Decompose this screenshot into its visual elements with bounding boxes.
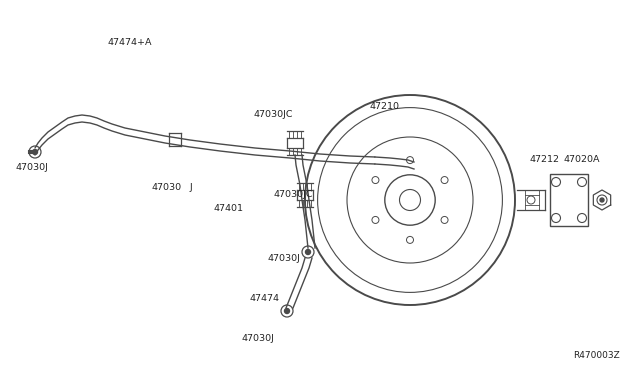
Circle shape xyxy=(285,308,289,314)
Text: 47030J: 47030J xyxy=(268,254,301,263)
Circle shape xyxy=(600,198,604,202)
Text: 47401: 47401 xyxy=(213,204,243,213)
Text: 47210: 47210 xyxy=(370,102,400,111)
Text: 47030J: 47030J xyxy=(16,163,49,172)
Text: 47030JC: 47030JC xyxy=(254,110,294,119)
Text: 47030JC: 47030JC xyxy=(273,190,312,199)
Circle shape xyxy=(305,250,310,254)
Bar xyxy=(550,174,588,226)
Text: R470003Z: R470003Z xyxy=(573,351,620,360)
Text: J: J xyxy=(190,183,193,192)
Text: 47474+A: 47474+A xyxy=(108,38,152,47)
Text: 47474: 47474 xyxy=(250,294,280,303)
Text: 47020A: 47020A xyxy=(563,155,600,164)
Text: 47030: 47030 xyxy=(152,183,182,192)
Text: 47030J: 47030J xyxy=(242,334,275,343)
Circle shape xyxy=(33,150,38,154)
Text: 47212: 47212 xyxy=(530,155,560,164)
